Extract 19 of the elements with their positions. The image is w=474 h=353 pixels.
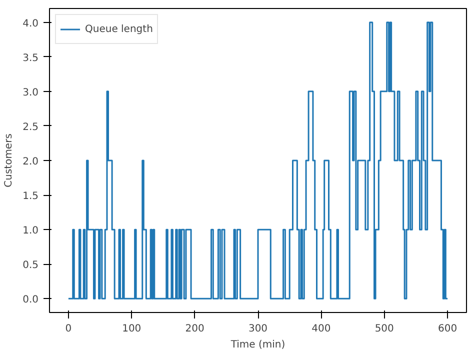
y-tick-label: 0.0 xyxy=(22,294,39,306)
y-tick-label: 1.5 xyxy=(22,191,39,202)
legend-label: Queue length xyxy=(85,24,153,34)
x-tick-label: 0 xyxy=(65,324,72,334)
x-tick-label: 600 xyxy=(438,324,458,334)
x-axis-title: Time (min) xyxy=(230,340,286,350)
x-tick-label: 100 xyxy=(122,324,142,334)
x-tick-label: 400 xyxy=(312,324,331,334)
y-tick-label: 1.0 xyxy=(22,226,39,237)
y-tick-label: 3.5 xyxy=(22,52,39,64)
y-tick-label: 0.5 xyxy=(22,260,39,272)
x-tick-label: 300 xyxy=(248,324,268,334)
x-tick-label: 200 xyxy=(185,324,204,334)
y-tick-label: 3.0 xyxy=(22,87,39,98)
y-tick-label: 2.0 xyxy=(22,156,39,168)
y-tick-label: 4.0 xyxy=(22,18,39,30)
x-tick-label: 500 xyxy=(374,324,394,334)
y-axis-title: Customers xyxy=(4,134,15,188)
y-tick-label: 2.5 xyxy=(22,122,39,133)
